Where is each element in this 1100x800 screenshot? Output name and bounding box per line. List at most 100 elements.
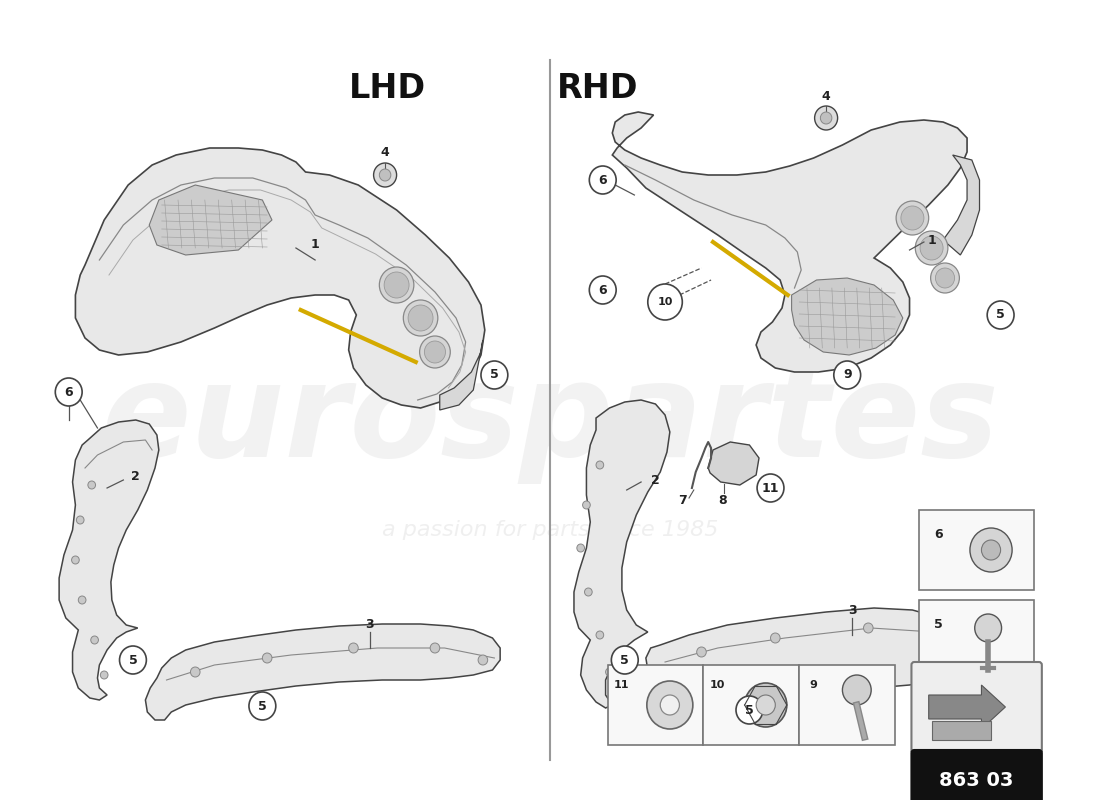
Text: 863 03: 863 03	[939, 770, 1014, 790]
Text: 2: 2	[131, 470, 140, 483]
Text: 2: 2	[651, 474, 660, 486]
Circle shape	[404, 300, 438, 336]
Circle shape	[834, 361, 860, 389]
Circle shape	[935, 268, 955, 288]
FancyBboxPatch shape	[912, 662, 1042, 753]
Circle shape	[583, 501, 591, 509]
Circle shape	[576, 544, 584, 552]
Polygon shape	[932, 721, 991, 740]
Text: 5: 5	[490, 369, 498, 382]
Text: 10: 10	[658, 297, 673, 307]
Circle shape	[612, 646, 638, 674]
Polygon shape	[59, 420, 158, 700]
Text: 5: 5	[997, 309, 1005, 322]
Circle shape	[736, 696, 762, 724]
Circle shape	[970, 528, 1012, 572]
Circle shape	[696, 647, 706, 657]
Circle shape	[864, 623, 873, 633]
Circle shape	[920, 236, 943, 260]
Circle shape	[408, 305, 433, 331]
Circle shape	[596, 461, 604, 469]
Circle shape	[987, 301, 1014, 329]
FancyBboxPatch shape	[912, 750, 1042, 800]
Polygon shape	[644, 608, 967, 730]
Text: 6: 6	[934, 529, 943, 542]
Text: LHD: LHD	[349, 71, 426, 105]
Text: 3: 3	[848, 603, 856, 617]
Circle shape	[379, 169, 390, 181]
Circle shape	[91, 636, 98, 644]
Circle shape	[590, 276, 616, 304]
Circle shape	[596, 631, 604, 639]
Circle shape	[843, 675, 871, 705]
Circle shape	[425, 341, 446, 363]
Circle shape	[419, 336, 450, 368]
Circle shape	[975, 614, 1002, 642]
Circle shape	[263, 653, 272, 663]
Text: 5: 5	[745, 703, 754, 717]
Text: 6: 6	[598, 283, 607, 297]
Polygon shape	[928, 685, 1005, 729]
Text: 4: 4	[381, 146, 389, 158]
Text: 1: 1	[927, 234, 936, 246]
Polygon shape	[943, 155, 979, 255]
Circle shape	[100, 671, 108, 679]
Circle shape	[120, 646, 146, 674]
Circle shape	[606, 668, 614, 676]
Circle shape	[374, 163, 397, 187]
Text: eurospartes: eurospartes	[101, 357, 999, 483]
Circle shape	[647, 681, 693, 729]
Circle shape	[55, 378, 82, 406]
Circle shape	[78, 596, 86, 604]
Polygon shape	[145, 624, 500, 720]
Text: 5: 5	[620, 654, 629, 666]
Circle shape	[349, 643, 359, 653]
Text: 11: 11	[614, 680, 629, 690]
Polygon shape	[150, 185, 272, 255]
Circle shape	[745, 683, 786, 727]
Text: 8: 8	[718, 494, 727, 506]
Circle shape	[901, 206, 924, 230]
Text: 5: 5	[129, 654, 138, 666]
FancyBboxPatch shape	[920, 600, 1034, 680]
Circle shape	[584, 588, 592, 596]
Circle shape	[88, 481, 96, 489]
Polygon shape	[574, 400, 670, 708]
Text: 9: 9	[810, 680, 817, 690]
Text: 11: 11	[762, 482, 779, 494]
Circle shape	[478, 655, 487, 665]
Text: 3: 3	[365, 618, 374, 631]
Text: 9: 9	[843, 369, 851, 382]
Circle shape	[981, 540, 1001, 560]
Text: RHD: RHD	[558, 71, 639, 105]
FancyBboxPatch shape	[703, 665, 800, 745]
Circle shape	[815, 106, 837, 130]
Circle shape	[756, 695, 775, 715]
Circle shape	[249, 692, 276, 720]
FancyBboxPatch shape	[920, 510, 1034, 590]
Circle shape	[379, 267, 414, 303]
Text: 7: 7	[678, 494, 686, 506]
Polygon shape	[440, 340, 483, 410]
Circle shape	[770, 633, 780, 643]
Circle shape	[648, 284, 682, 320]
Text: 4: 4	[822, 90, 830, 102]
Text: a passion for parts since 1985: a passion for parts since 1985	[382, 520, 718, 540]
Circle shape	[896, 201, 928, 235]
Circle shape	[590, 166, 616, 194]
Circle shape	[948, 653, 957, 663]
FancyBboxPatch shape	[607, 665, 703, 745]
Polygon shape	[708, 442, 759, 485]
Text: 10: 10	[711, 680, 726, 690]
Circle shape	[384, 272, 409, 298]
Circle shape	[190, 667, 200, 677]
Text: 1: 1	[310, 238, 319, 251]
Circle shape	[921, 633, 931, 643]
Circle shape	[821, 112, 832, 124]
Circle shape	[72, 556, 79, 564]
Polygon shape	[792, 278, 903, 355]
Text: 6: 6	[598, 174, 607, 186]
Circle shape	[757, 474, 784, 502]
Circle shape	[660, 695, 680, 715]
Polygon shape	[613, 112, 967, 372]
